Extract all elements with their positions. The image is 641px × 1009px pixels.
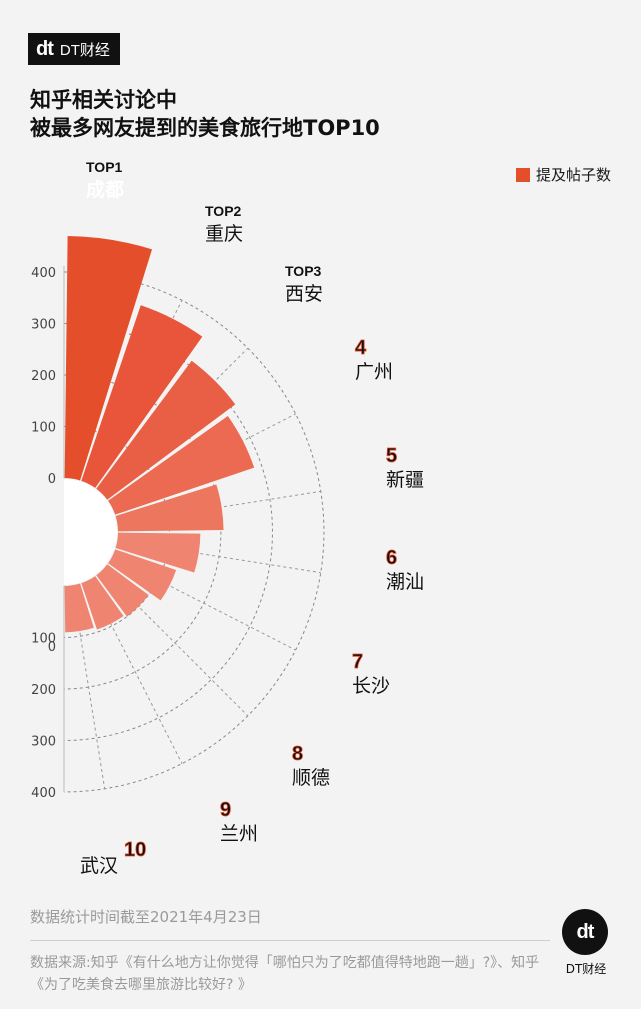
- rank-label-4: 4: [355, 337, 367, 359]
- axis-tick-label: 400: [31, 266, 56, 281]
- grid-spoke: [101, 569, 249, 717]
- grid-spoke: [117, 539, 321, 574]
- brand-badge-icon: dt: [562, 909, 608, 955]
- axis-tick-label: 400: [31, 786, 56, 801]
- bar-6: [115, 532, 201, 573]
- bar-5: [115, 484, 224, 532]
- category-label-10: 武汉: [80, 855, 118, 877]
- rank-label-7: 7: [352, 651, 363, 673]
- brand-badge-label: DT财经: [565, 962, 607, 976]
- category-label-6: 潮汕: [386, 571, 424, 593]
- logo-brand-text: DT财经: [59, 41, 110, 59]
- bar-1: [64, 236, 153, 481]
- chart-title-line2: 被最多网友提到的美食旅行地TOP10: [30, 116, 380, 140]
- bar-4: [108, 415, 255, 515]
- rank-label-10: 10: [124, 839, 146, 861]
- grid-spoke: [71, 585, 106, 789]
- grid-ring: [63, 271, 325, 793]
- legend-swatch: [515, 167, 530, 182]
- axis-tick-label: 200: [31, 369, 56, 384]
- data-date-note: 数据统计时间截至2021年4月23日: [30, 908, 262, 926]
- category-label-1: 成都: [86, 178, 124, 201]
- rank-label-1: TOP1: [86, 159, 123, 175]
- rank-label-8: 8: [292, 743, 303, 765]
- bar-9: [81, 576, 124, 630]
- category-label-7: 长沙: [352, 675, 390, 697]
- rank-label-6: 6: [386, 547, 397, 569]
- rank-label-5: 5: [386, 445, 397, 467]
- category-label-3: 西安: [285, 283, 323, 305]
- bar-3: [96, 360, 236, 500]
- grid-ring: [63, 323, 273, 741]
- axis-tick-label: 100: [31, 421, 56, 436]
- bar-8: [96, 564, 149, 617]
- category-label-8: 顺德: [292, 767, 330, 789]
- chart-title-line1: 知乎相关讨论中: [30, 88, 177, 112]
- bar-7: [108, 549, 177, 601]
- category-label-9: 兰州: [220, 823, 258, 845]
- rank-label-3: TOP3: [285, 263, 322, 279]
- rank-label-9: 9: [220, 799, 231, 821]
- logo-mark: dt: [36, 37, 54, 60]
- axis-tick-label: 200: [31, 683, 56, 698]
- legend: 提及帖子数: [515, 164, 611, 185]
- axis-tick-label: 0: [48, 640, 56, 655]
- bar-10: [64, 583, 94, 633]
- category-label-4: 广州: [355, 361, 393, 383]
- bar-2: [81, 305, 203, 488]
- hub-mask: [0, 478, 64, 586]
- axis-tick-label: 0: [48, 472, 56, 487]
- category-label-5: 新疆: [386, 469, 424, 491]
- data-source-note: 数据来源:知乎《有什么地方让你觉得「哪怕只为了吃都值得特地跑一趟」?》、知乎《为…: [30, 955, 540, 993]
- legend-label: 提及帖子数: [535, 166, 611, 184]
- rank-label-2: TOP2: [205, 203, 242, 219]
- brand-logo: dt DT财经: [28, 33, 120, 65]
- radial-bar-chart: 40030020010000100200300400TOP1成都TOP2重庆TO…: [0, 159, 424, 877]
- grid-ring: [63, 374, 222, 690]
- grid-spoke: [111, 556, 296, 651]
- footer-divider: [30, 940, 550, 941]
- axis-tick-label: 300: [31, 734, 56, 749]
- category-label-2: 重庆: [205, 223, 243, 245]
- grid-spoke: [88, 579, 183, 764]
- axis-tick-label: 100: [31, 631, 56, 646]
- chart-title: 知乎相关讨论中 被最多网友提到的美食旅行地TOP10: [30, 86, 380, 142]
- axis-tick-label: 300: [31, 318, 56, 333]
